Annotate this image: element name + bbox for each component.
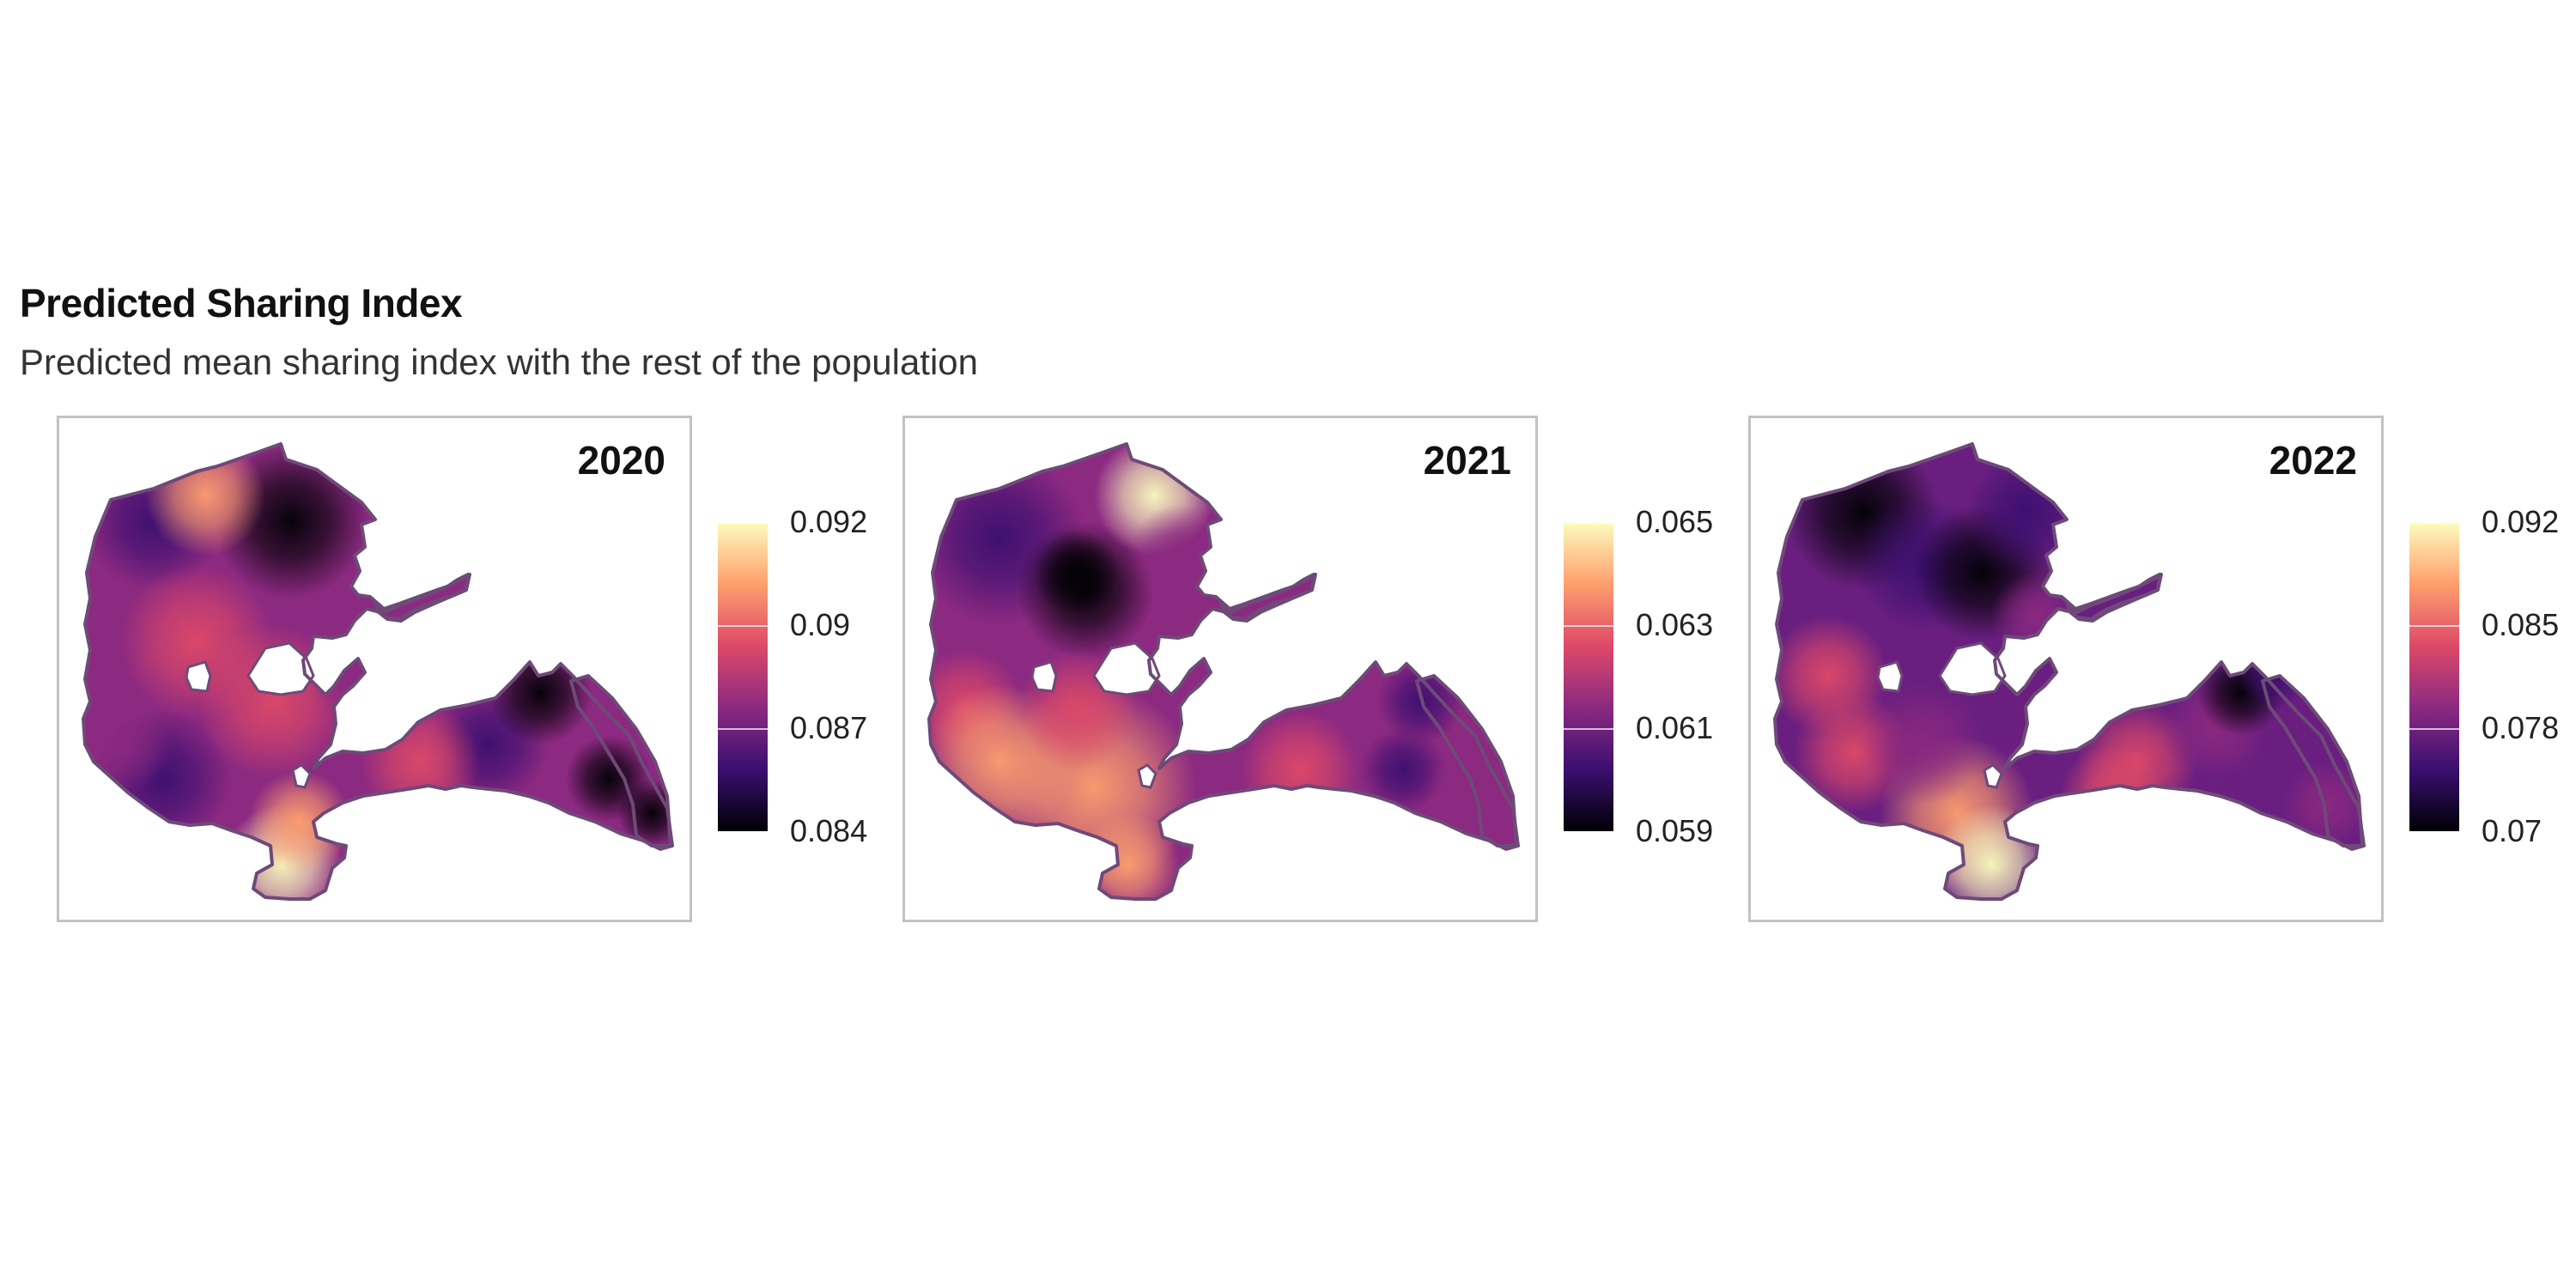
- legend-tick-mark: [2409, 522, 2459, 524]
- legend-tick-label: 0.065: [1636, 504, 1714, 539]
- map-hole: [185, 660, 212, 693]
- map-hole: [1030, 660, 1058, 693]
- map-canvas-2021: [927, 442, 1520, 901]
- colorbar: [2409, 522, 2459, 831]
- sharing-index-surface: [929, 444, 1518, 899]
- region-outline: [2261, 674, 2364, 848]
- legend-tick-label: 0.092: [790, 504, 868, 539]
- map-hole: [1137, 763, 1157, 789]
- legend-tick-label: 0.078: [2482, 710, 2560, 745]
- map-canvas-2020: [82, 442, 674, 901]
- legend-tick-label: 0.059: [1636, 813, 1714, 848]
- legend-2022: 0.092 0.085 0.078 0.07: [2409, 504, 2559, 848]
- region-outline: [1219, 573, 1315, 623]
- legend-tick-mark: [718, 522, 768, 524]
- map-hole: [246, 641, 315, 696]
- legend-2021: 0.065 0.063 0.061 0.059: [1564, 504, 1713, 848]
- map-hole: [1983, 763, 2003, 789]
- map-panel-2022: 2022: [1748, 416, 2384, 922]
- chart-title: Predicted Sharing Index: [20, 281, 463, 325]
- chart-subtitle: Predicted mean sharing index with the re…: [20, 342, 979, 382]
- map-hole: [291, 763, 312, 789]
- legend-tick-label: 0.063: [1636, 607, 1714, 642]
- map-canvas-2022: [1773, 442, 2366, 901]
- sharing-index-surface: [83, 444, 672, 899]
- region-outline: [569, 674, 672, 848]
- panel-label: 2022: [2269, 438, 2357, 483]
- legend-2020: 0.092 0.09 0.087 0.084: [718, 504, 867, 848]
- legend-tick-mark: [2409, 625, 2459, 627]
- legend-tick-label: 0.07: [2482, 813, 2543, 848]
- legend-tick-label: 0.087: [790, 710, 868, 745]
- region-outline: [2065, 573, 2161, 623]
- legend-tick-mark: [2409, 728, 2459, 730]
- legend-tick-mark: [1564, 625, 1613, 627]
- legend-tick-label: 0.061: [1636, 710, 1714, 745]
- map-panel-2020: 2020: [57, 416, 692, 922]
- region-outline: [374, 573, 470, 623]
- colorbar: [1564, 522, 1613, 831]
- panel-label: 2020: [577, 438, 665, 483]
- map-panel-2021: 2021: [902, 416, 1538, 922]
- sharing-index-surface: [1775, 444, 2364, 899]
- legend-tick-mark: [1564, 522, 1613, 524]
- map-hole: [1092, 641, 1161, 696]
- legend-tick-mark: [1564, 728, 1613, 730]
- map-hole: [1938, 641, 2007, 696]
- colorbar: [718, 522, 768, 831]
- region-outline: [1415, 674, 1518, 848]
- legend-tick-label: 0.084: [790, 813, 868, 848]
- legend-tick-mark: [718, 625, 768, 627]
- legend-tick-mark: [718, 728, 768, 730]
- panel-label: 2021: [1423, 438, 1511, 483]
- legend-tick-label: 0.09: [790, 607, 851, 642]
- legend-tick-label: 0.085: [2482, 607, 2560, 642]
- map-hole: [1876, 660, 1904, 693]
- legend-tick-label: 0.092: [2482, 504, 2560, 539]
